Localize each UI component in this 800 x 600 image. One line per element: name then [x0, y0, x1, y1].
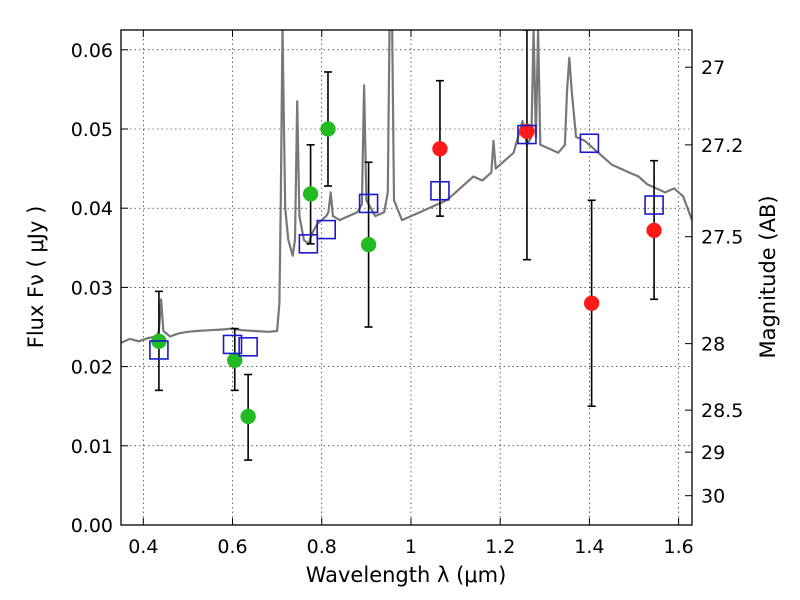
square-marker	[149, 340, 169, 360]
right-tick-label: 27.2	[701, 135, 743, 157]
square-marker	[316, 219, 337, 240]
y-axis-label: Flux Fν ( μJy )	[24, 206, 48, 349]
square-marker	[579, 133, 600, 154]
x-tick-label: 1.4	[574, 536, 604, 558]
x-tick-label: 0.8	[307, 536, 337, 558]
square-marker	[430, 180, 450, 201]
square-marker	[644, 195, 664, 215]
y-tick-label: 0.04	[71, 198, 113, 220]
circle-marker	[302, 186, 319, 202]
y-tick-label: 0.00	[71, 515, 113, 537]
square-marker	[222, 334, 243, 355]
x-tick-label: 1.6	[664, 536, 694, 558]
x-axis-label: Wavelength λ (μm)	[306, 563, 507, 587]
right-tick-label: 28	[701, 334, 725, 356]
plot-frame	[120, 29, 693, 526]
square-marker	[238, 336, 258, 357]
spectrum-line	[121, 30, 692, 344]
right-tick-label: 27	[701, 57, 725, 79]
circle-marker	[360, 236, 377, 253]
x-tick-label: 1.2	[485, 536, 515, 558]
circle-marker	[519, 123, 535, 140]
x-tick-label: 0.4	[128, 536, 158, 558]
model-spectrum	[121, 30, 692, 344]
circle-marker	[240, 408, 256, 425]
data-markers	[149, 121, 664, 425]
tick-labels: 0.4 0.6 0.8 1 1.2 1.4 1.6 0.00 0.01 0.02 0.03 0.04 0…	[71, 40, 744, 558]
y-tick-label: 0.03	[71, 277, 113, 299]
right-tick-label: 30	[701, 486, 725, 508]
axis-ticks	[121, 30, 692, 526]
circle-marker	[646, 222, 662, 239]
plot-background	[121, 30, 692, 525]
right-tick-label: 27.5	[701, 227, 743, 249]
square-marker	[517, 124, 537, 145]
circle-marker	[320, 121, 336, 137]
right-tick-label: 29	[701, 442, 725, 464]
circle-marker	[432, 141, 448, 157]
right-tick-label: 28.5	[701, 400, 743, 422]
y-tick-label: 0.01	[71, 436, 113, 458]
square-marker	[358, 193, 379, 214]
x-tick-label: 0.6	[217, 536, 247, 558]
circle-marker	[583, 295, 600, 311]
square-marker	[298, 234, 319, 254]
y-tick-label: 0.05	[71, 119, 113, 141]
x-tick-label: 1	[405, 536, 417, 558]
y-tick-label: 0.06	[71, 40, 113, 62]
right-axis-label: Magnitude (AB)	[756, 195, 780, 358]
grid	[121, 30, 692, 525]
y-tick-label: 0.02	[71, 357, 113, 379]
